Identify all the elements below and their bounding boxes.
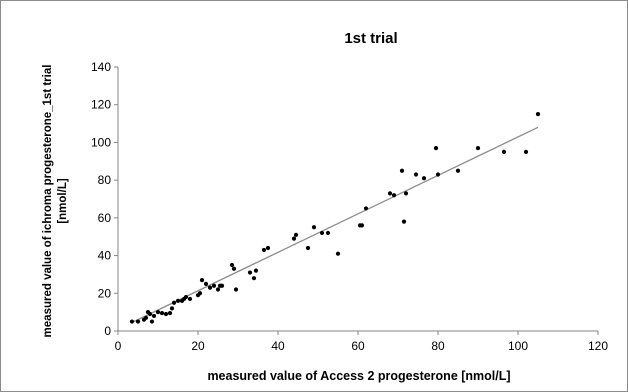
data-point <box>293 232 299 237</box>
data-point <box>175 298 181 303</box>
data-point <box>399 168 405 173</box>
data-point <box>155 310 161 315</box>
data-point <box>291 236 297 241</box>
data-point <box>363 206 369 211</box>
data-point <box>501 149 507 154</box>
data-point <box>325 230 331 236</box>
data-point <box>523 149 529 154</box>
data-point <box>421 176 427 181</box>
data-point <box>231 266 237 271</box>
data-point <box>135 319 141 324</box>
data-point <box>387 191 393 196</box>
x-tick-label: 60 <box>351 339 365 353</box>
data-point <box>233 287 239 292</box>
data-point <box>167 310 173 316</box>
data-point <box>207 285 213 290</box>
x-axis-label: measured value of Access 2 progesterone … <box>207 369 510 383</box>
data-point <box>147 311 153 317</box>
data-point <box>391 193 397 198</box>
data-point <box>319 230 325 236</box>
data-point <box>169 306 175 311</box>
y-tick-label: 20 <box>98 286 112 300</box>
y-tick-label: 0 <box>104 324 111 338</box>
data-point <box>129 319 135 324</box>
trendline <box>131 126 539 324</box>
data-point <box>305 245 311 251</box>
data-point <box>261 247 267 253</box>
x-tick-label: 0 <box>115 339 122 353</box>
data-point <box>149 319 155 324</box>
y-axis-label-line1: measured value of ichroma progesterone_1… <box>42 65 54 338</box>
data-point <box>163 311 169 317</box>
data-point <box>413 172 419 177</box>
data-point <box>151 313 157 319</box>
x-tick-label: 80 <box>431 339 445 353</box>
data-point <box>183 294 189 300</box>
x-tick-label: 100 <box>508 339 528 353</box>
data-point <box>203 281 209 286</box>
data-point <box>311 225 317 230</box>
data-point <box>199 277 205 283</box>
data-point <box>433 145 439 151</box>
x-tick-label: 120 <box>588 339 608 353</box>
y-axis-label-line2: [nmol/L] <box>57 178 69 224</box>
data-point <box>219 283 225 288</box>
data-point <box>197 291 203 296</box>
y-tick-label: 80 <box>98 173 112 187</box>
data-point <box>335 251 341 256</box>
data-point <box>475 145 481 151</box>
y-tick-label: 100 <box>91 135 111 149</box>
data-point <box>171 300 177 305</box>
data-point <box>187 296 193 302</box>
data-point <box>229 262 235 268</box>
data-point <box>359 223 365 228</box>
chart-title: 1st trial <box>344 30 397 47</box>
data-point <box>455 168 461 173</box>
data-point <box>143 315 149 320</box>
y-tick-label: 120 <box>91 98 111 112</box>
data-point <box>401 219 407 224</box>
data-point <box>265 245 271 251</box>
y-tick-label: 40 <box>98 249 112 263</box>
y-tick-label: 60 <box>98 211 112 225</box>
y-tick-label: 140 <box>91 60 111 74</box>
data-point <box>253 268 259 273</box>
data-point <box>215 287 221 292</box>
data-point <box>247 270 253 275</box>
data-point <box>251 276 257 281</box>
data-point <box>211 283 217 288</box>
x-tick-label: 40 <box>271 339 285 353</box>
data-point <box>159 310 165 316</box>
x-tick-label: 20 <box>191 339 205 353</box>
data-point <box>435 172 441 177</box>
data-point <box>535 112 541 117</box>
data-point <box>403 191 409 196</box>
